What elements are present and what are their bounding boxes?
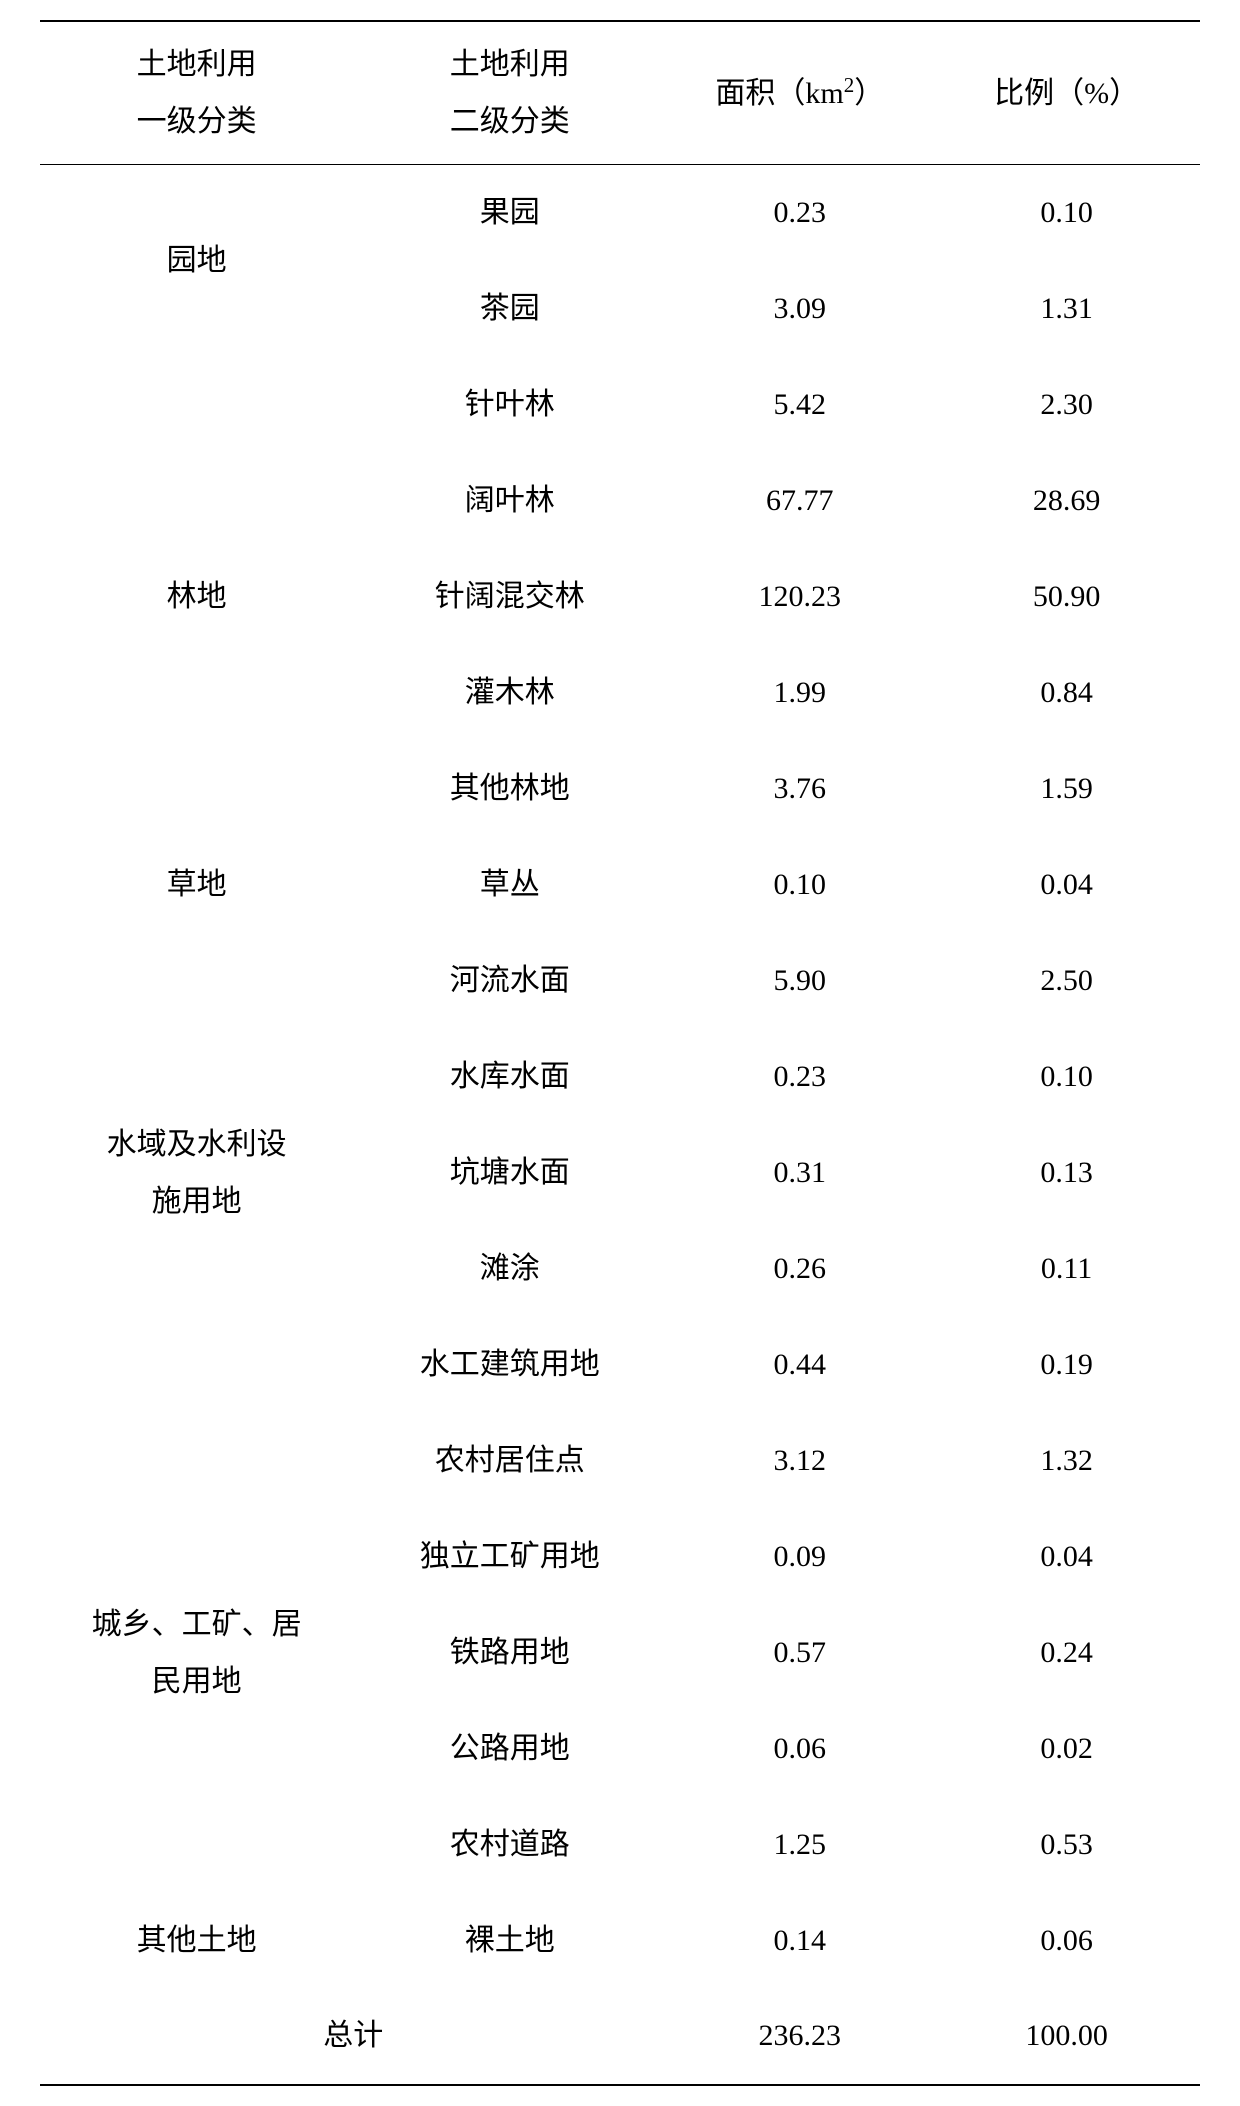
header-level1-line2: 一级分类 [137, 105, 257, 138]
level2-cell: 独立工矿用地 [353, 1509, 666, 1605]
level1-line1: 水域及水利设 [107, 1128, 287, 1161]
header-row: 土地利用 一级分类 土地利用 二级分类 面积（km2） 比例（%） [40, 21, 1200, 165]
header-area: 面积（km2） [666, 21, 933, 165]
ratio-cell: 0.84 [933, 645, 1200, 741]
level2-cell: 铁路用地 [353, 1605, 666, 1701]
level1-cell: 其他土地 [40, 1893, 353, 1989]
area-cell: 0.57 [666, 1605, 933, 1701]
header-level2: 土地利用 二级分类 [353, 21, 666, 165]
level1-cell: 城乡、工矿、居民用地 [40, 1413, 353, 1893]
area-cell: 1.25 [666, 1797, 933, 1893]
level2-cell: 阔叶林 [353, 453, 666, 549]
ratio-cell: 1.31 [933, 261, 1200, 357]
area-cell: 0.10 [666, 837, 933, 933]
level2-cell: 果园 [353, 165, 666, 261]
header-area-suffix: ） [854, 77, 884, 110]
area-cell: 67.77 [666, 453, 933, 549]
area-cell: 0.26 [666, 1221, 933, 1317]
level2-cell: 滩涂 [353, 1221, 666, 1317]
level2-cell: 其他林地 [353, 741, 666, 837]
level2-cell: 坑塘水面 [353, 1125, 666, 1221]
table-row: 园地果园0.230.10 [40, 165, 1200, 261]
ratio-cell: 50.90 [933, 549, 1200, 645]
header-level2-line1: 土地利用 [450, 48, 570, 81]
level2-cell: 河流水面 [353, 933, 666, 1029]
area-cell: 0.23 [666, 1029, 933, 1125]
header-level1-line1: 土地利用 [137, 48, 257, 81]
ratio-cell: 0.10 [933, 1029, 1200, 1125]
level2-cell: 针阔混交林 [353, 549, 666, 645]
ratio-cell: 0.02 [933, 1701, 1200, 1797]
ratio-cell: 0.11 [933, 1221, 1200, 1317]
ratio-cell: 0.13 [933, 1125, 1200, 1221]
level1-line2: 民用地 [152, 1665, 242, 1698]
ratio-cell: 0.24 [933, 1605, 1200, 1701]
ratio-cell: 0.19 [933, 1317, 1200, 1413]
header-ratio-label: 比例（%） [994, 77, 1139, 110]
level2-cell: 草丛 [353, 837, 666, 933]
area-cell: 5.90 [666, 933, 933, 1029]
area-cell: 5.42 [666, 357, 933, 453]
level2-cell: 农村道路 [353, 1797, 666, 1893]
area-cell: 0.31 [666, 1125, 933, 1221]
ratio-cell: 0.04 [933, 1509, 1200, 1605]
ratio-cell: 0.10 [933, 165, 1200, 261]
total-row: 总计236.23100.00 [40, 1989, 1200, 2085]
table-body: 园地果园0.230.10茶园3.091.31林地针叶林5.422.30阔叶林67… [40, 165, 1200, 2085]
header-area-prefix: 面积（km [715, 77, 843, 110]
ratio-cell: 1.32 [933, 1413, 1200, 1509]
ratio-cell: 28.69 [933, 453, 1200, 549]
header-level2-line2: 二级分类 [450, 105, 570, 138]
land-use-table: 土地利用 一级分类 土地利用 二级分类 面积（km2） 比例（%） 园地果园0.… [40, 20, 1200, 2086]
header-level1: 土地利用 一级分类 [40, 21, 353, 165]
ratio-cell: 1.59 [933, 741, 1200, 837]
level2-cell: 水库水面 [353, 1029, 666, 1125]
level2-cell: 茶园 [353, 261, 666, 357]
area-cell: 3.12 [666, 1413, 933, 1509]
total-label-part2: 计 [353, 1989, 666, 2085]
level2-cell: 灌木林 [353, 645, 666, 741]
area-cell: 3.09 [666, 261, 933, 357]
level2-cell: 针叶林 [353, 357, 666, 453]
level2-cell: 农村居住点 [353, 1413, 666, 1509]
table-row: 水域及水利设施用地河流水面5.902.50 [40, 933, 1200, 1029]
table-row: 其他土地裸土地0.140.06 [40, 1893, 1200, 1989]
level2-cell: 水工建筑用地 [353, 1317, 666, 1413]
ratio-cell: 0.04 [933, 837, 1200, 933]
ratio-cell: 2.30 [933, 357, 1200, 453]
total-label-part1: 总 [40, 1989, 353, 2085]
total-ratio: 100.00 [933, 1989, 1200, 2085]
level1-cell: 园地 [40, 165, 353, 357]
area-cell: 3.76 [666, 741, 933, 837]
area-cell: 0.23 [666, 165, 933, 261]
level1-cell: 草地 [40, 837, 353, 933]
table-row: 林地针叶林5.422.30 [40, 357, 1200, 453]
ratio-cell: 2.50 [933, 933, 1200, 1029]
table-row: 草地草丛0.100.04 [40, 837, 1200, 933]
level1-line1: 城乡、工矿、居 [92, 1608, 302, 1641]
table-row: 城乡、工矿、居民用地农村居住点3.121.32 [40, 1413, 1200, 1509]
header-ratio: 比例（%） [933, 21, 1200, 165]
area-cell: 0.09 [666, 1509, 933, 1605]
area-cell: 0.06 [666, 1701, 933, 1797]
ratio-cell: 0.06 [933, 1893, 1200, 1989]
header-area-sup: 2 [844, 73, 855, 97]
total-area: 236.23 [666, 1989, 933, 2085]
level1-cell: 水域及水利设施用地 [40, 933, 353, 1413]
ratio-cell: 0.53 [933, 1797, 1200, 1893]
area-cell: 120.23 [666, 549, 933, 645]
level1-cell: 林地 [40, 357, 353, 837]
area-cell: 0.44 [666, 1317, 933, 1413]
level2-cell: 公路用地 [353, 1701, 666, 1797]
area-cell: 1.99 [666, 645, 933, 741]
area-cell: 0.14 [666, 1893, 933, 1989]
level1-line2: 施用地 [152, 1185, 242, 1218]
level2-cell: 裸土地 [353, 1893, 666, 1989]
